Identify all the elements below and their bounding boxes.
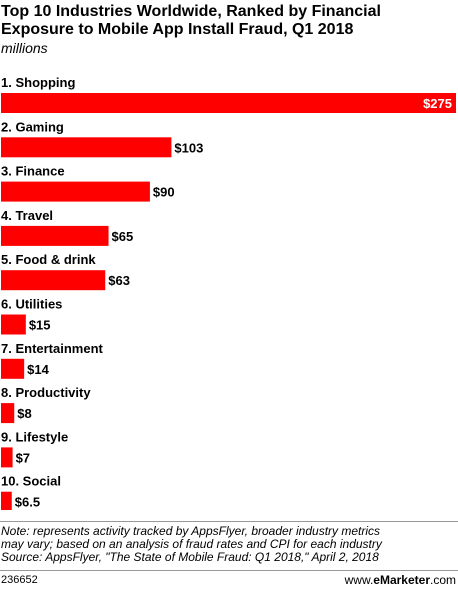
value-label: $65 xyxy=(112,229,134,244)
category-label: 5. Food & drink xyxy=(1,252,96,267)
note-line-1: Note: represents activity tracked by App… xyxy=(1,524,381,538)
chart-subtitle: millions xyxy=(1,40,48,56)
bar xyxy=(1,137,172,158)
site-brand: eMarketer xyxy=(373,573,430,587)
category-label: 1. Shopping xyxy=(1,75,75,90)
value-label: $275 xyxy=(423,96,452,111)
footnote: Note: represents activity tracked by App… xyxy=(1,525,457,564)
bar xyxy=(1,358,25,379)
category-label: 9. Lifestyle xyxy=(1,429,68,444)
value-label: $14 xyxy=(27,362,49,377)
category-label: 4. Travel xyxy=(1,208,53,223)
site-prefix: www. xyxy=(344,573,374,587)
bar xyxy=(1,314,26,335)
bar xyxy=(1,447,13,468)
footer-divider-bottom xyxy=(0,570,458,571)
category-label: 8. Productivity xyxy=(1,385,91,400)
value-label: $15 xyxy=(29,318,51,333)
note-line-2: may vary; based on an analysis of fraud … xyxy=(1,537,382,551)
bar xyxy=(1,93,456,113)
source-line: Source: AppsFlyer, "The State of Mobile … xyxy=(1,550,379,564)
footer-divider-top xyxy=(0,521,458,522)
category-label: 2. Gaming xyxy=(1,119,64,134)
bar xyxy=(1,270,106,291)
chart-title: Top 10 Industries Worldwide, Ranked by F… xyxy=(1,3,381,38)
value-label: $63 xyxy=(108,273,130,288)
bar xyxy=(1,181,150,202)
site-suffix: .com xyxy=(429,573,456,587)
category-label: 6. Utilities xyxy=(1,297,62,312)
bar xyxy=(1,491,12,510)
site-credit: www.eMarketer.com xyxy=(345,573,456,587)
category-label: 10. Social xyxy=(1,474,61,489)
category-label: 7. Entertainment xyxy=(1,341,104,356)
value-label: $7 xyxy=(16,450,30,465)
bar xyxy=(1,403,15,424)
value-label: $103 xyxy=(174,140,203,155)
category-label: 3. Finance xyxy=(1,164,65,179)
value-label: $6.5 xyxy=(15,495,40,510)
value-label: $90 xyxy=(153,185,175,200)
chart-id: 236652 xyxy=(1,574,38,586)
value-label: $8 xyxy=(17,406,31,421)
bar-chart: 1. Shopping $275 2. Gaming $103 3. Finance $9… xyxy=(1,75,456,510)
bar xyxy=(1,225,109,246)
